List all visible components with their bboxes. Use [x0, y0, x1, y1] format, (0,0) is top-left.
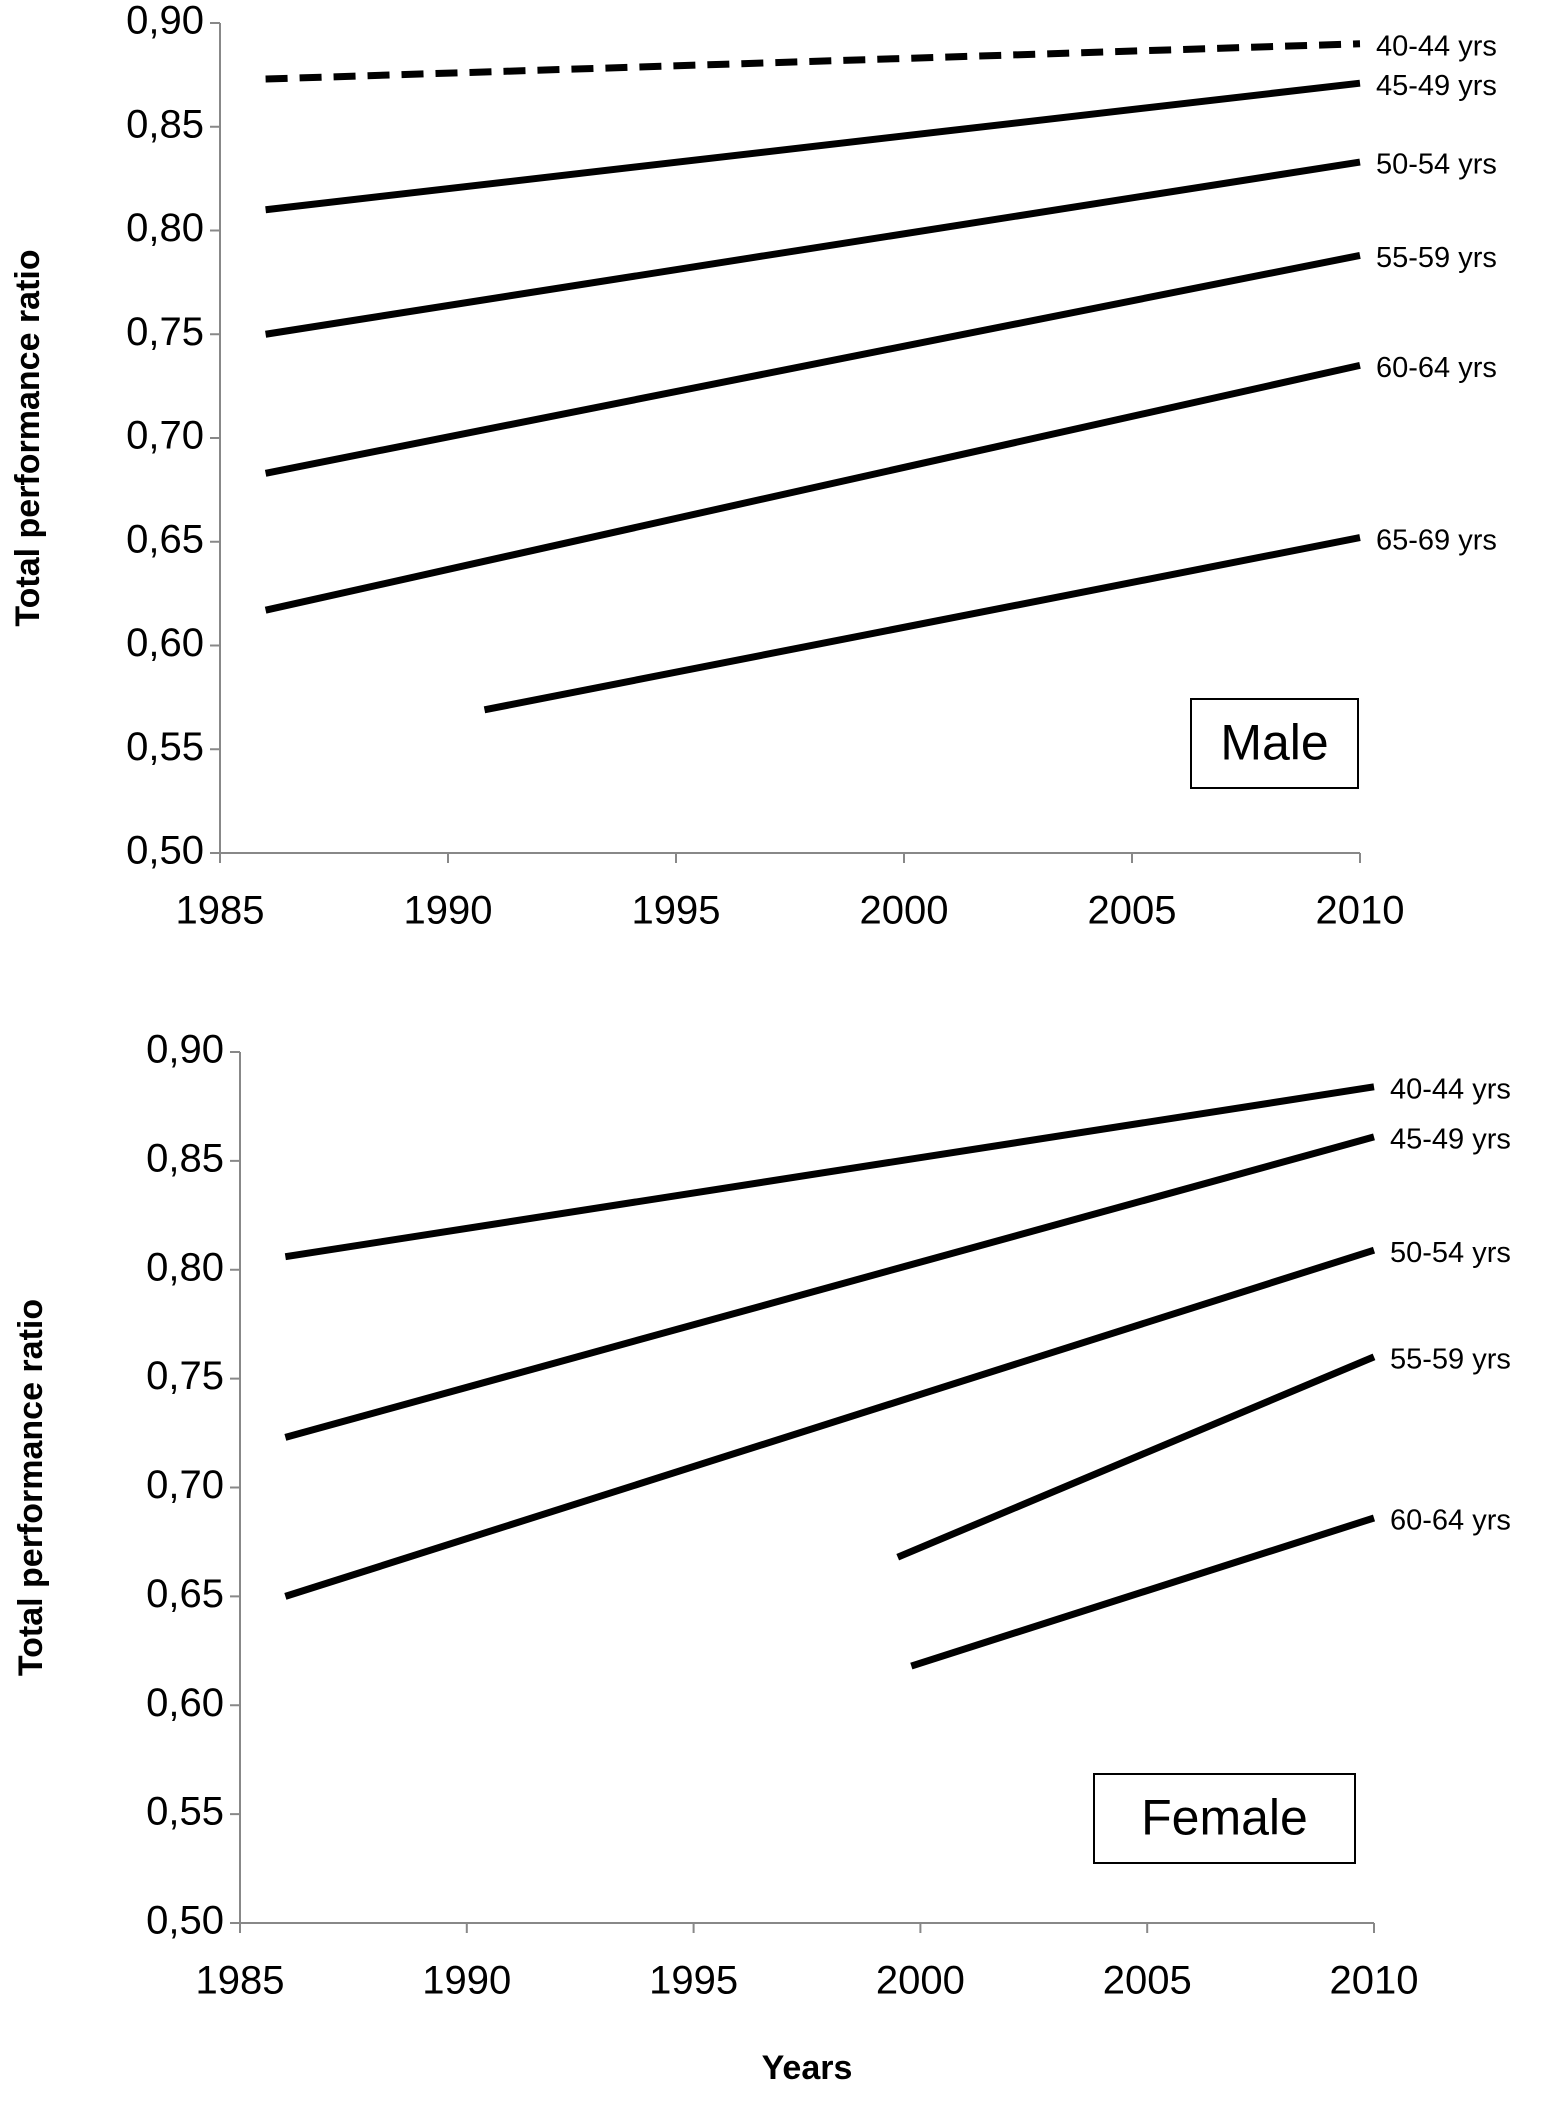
- y-tick-label: 0,65: [126, 517, 204, 561]
- y-tick-label: 0,60: [126, 621, 204, 665]
- series-line: [284, 1083, 1375, 1261]
- series-line: [910, 1514, 1376, 1670]
- y-tick-label: 0,85: [146, 1136, 224, 1180]
- y-tick-label: 0,55: [146, 1790, 224, 1834]
- y-tick-label: 0,70: [146, 1463, 224, 1507]
- series-line: [483, 534, 1361, 714]
- x-tick-label: 2005: [1103, 1959, 1192, 2003]
- series-line: [264, 361, 1361, 614]
- y-tick-label: 0,80: [126, 206, 204, 250]
- x-tick-label: 2000: [876, 1959, 965, 2003]
- x-tick-label: 2010: [1316, 889, 1405, 933]
- y-tick-label: 0,50: [146, 1899, 224, 1943]
- series-line: [264, 251, 1361, 477]
- x-tick-label: 1985: [176, 889, 265, 933]
- annotation: Female: [1141, 1790, 1308, 1846]
- y-tick-label: 0,70: [126, 414, 204, 458]
- series-label: 55-59 yrs: [1376, 242, 1497, 274]
- series-label: 45-49 yrs: [1376, 70, 1497, 102]
- y-tick-label: 0,75: [126, 310, 204, 354]
- y-tick-label: 0,90: [126, 0, 204, 43]
- series-line: [284, 1246, 1376, 1600]
- y-tick-label: 0,50: [126, 829, 204, 873]
- y-tick-label: 0,55: [126, 725, 204, 769]
- annotation: Male: [1220, 715, 1328, 771]
- annotation-box: [1093, 1773, 1356, 1864]
- x-tick-label: 1985: [196, 1959, 285, 2003]
- y-tick-label: 0,85: [126, 102, 204, 146]
- x-tick-label: 1990: [422, 1959, 511, 2003]
- series-line: [265, 158, 1361, 338]
- x-tick-label: 1990: [404, 889, 493, 933]
- series-label: 50-54 yrs: [1376, 149, 1497, 181]
- series-line: [265, 79, 1361, 214]
- series-label: 60-64 yrs: [1390, 1505, 1511, 1537]
- annotation-box: [1190, 698, 1359, 789]
- x-tick-label: 2005: [1088, 889, 1177, 933]
- y-tick-label: 0,75: [146, 1354, 224, 1398]
- series-line: [896, 1353, 1376, 1561]
- series-label: 60-64 yrs: [1376, 352, 1497, 384]
- series-line: [265, 40, 1361, 83]
- y-axis-title: Total performance ratio: [9, 249, 47, 626]
- y-tick-label: 0,60: [146, 1681, 224, 1725]
- series-label: 55-59 yrs: [1390, 1344, 1511, 1376]
- x-axis-title: Years: [762, 2049, 853, 2087]
- x-tick-label: 1995: [649, 1959, 738, 2003]
- x-tick-label: 2000: [860, 889, 949, 933]
- y-tick-label: 0,65: [146, 1572, 224, 1616]
- y-tick-label: 0,80: [146, 1245, 224, 1289]
- y-axis-title: Total performance ratio: [12, 1299, 50, 1676]
- series-label: 40-44 yrs: [1390, 1073, 1511, 1105]
- series-label: 65-69 yrs: [1376, 524, 1497, 556]
- series-label: 40-44 yrs: [1376, 30, 1497, 62]
- x-tick-label: 1995: [632, 889, 721, 933]
- series-label: 45-49 yrs: [1390, 1124, 1511, 1156]
- series-label: 50-54 yrs: [1390, 1237, 1511, 1269]
- series-line: [284, 1133, 1375, 1441]
- x-tick-label: 2010: [1330, 1959, 1419, 2003]
- y-tick-label: 0,90: [146, 1028, 224, 1072]
